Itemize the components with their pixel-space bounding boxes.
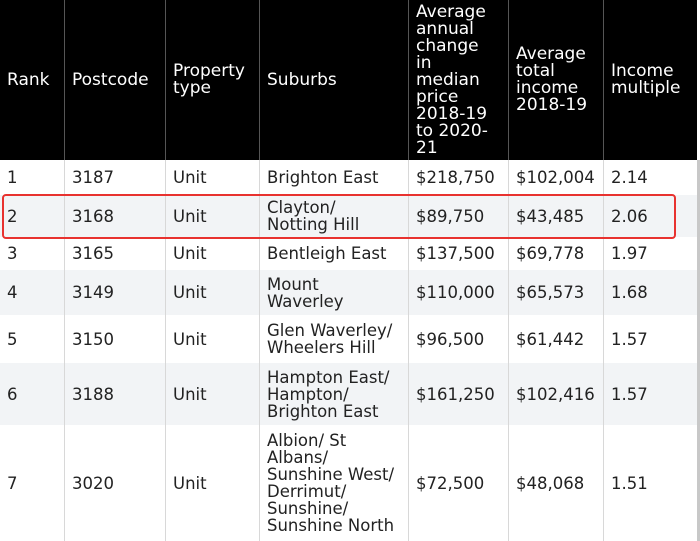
- cell-income-multiple: 2.06: [611, 206, 648, 226]
- cell-postcode: 3168: [65, 195, 166, 237]
- cell-rank: 3: [0, 237, 65, 270]
- header-postcode: Postcode: [65, 0, 166, 160]
- cell-property-type: Unit: [166, 195, 260, 237]
- cell-property-type: Unit: [166, 425, 260, 541]
- cell-suburbs: Bentleigh East: [260, 237, 409, 270]
- cell-income-multiple: 1.57: [611, 384, 648, 404]
- table-row: 2 3168 Unit Clayton/ Notting Hill $89,75…: [0, 195, 697, 237]
- cell-property-type: Unit: [166, 315, 260, 363]
- table-row: 6 3188 Unit Hampton East/ Hampton/ Brigh…: [0, 363, 697, 425]
- cell-income-multiple: 1.68: [611, 283, 648, 302]
- cell-income: $102,004: [509, 160, 604, 195]
- cell-rank: 2: [0, 195, 65, 237]
- cell-income: $43,485: [509, 195, 604, 237]
- cell-property-type: Unit: [166, 270, 260, 315]
- cell-rank: 7: [0, 425, 65, 541]
- table-row: 4 3149 Unit Mount Waverley $110,000 $65,…: [0, 270, 697, 315]
- cell-rank: 6: [0, 363, 65, 425]
- cell-suburbs: Brighton East: [260, 160, 409, 195]
- table-header-row: Rank Postcode Property type Suburbs Aver…: [0, 0, 697, 160]
- cell-suburbs: Glen Waverley/ Wheelers Hill: [260, 315, 409, 363]
- cell-rank: 4: [0, 270, 65, 315]
- cell-postcode: 3165: [65, 237, 166, 270]
- cell-property-type: Unit: [166, 237, 260, 270]
- cell-price-change: $137,500: [409, 237, 509, 270]
- cell-income: $102,416: [509, 363, 604, 425]
- cell-postcode: 3187: [65, 160, 166, 195]
- table-row: 7 3020 Unit Albion/ St Albans/ Sunshine …: [0, 425, 697, 541]
- header-average-annual-change: Average annual change in median price 20…: [409, 0, 509, 160]
- cell-suburbs: Hampton East/ Hampton/ Brighton East: [260, 363, 409, 425]
- cell-property-type: Unit: [166, 363, 260, 425]
- cell-income: $69,778: [509, 237, 604, 270]
- cell-income: $61,442: [509, 315, 604, 363]
- cell-postcode: 3149: [65, 270, 166, 315]
- cell-suburbs: Clayton/ Notting Hill: [260, 195, 409, 237]
- header-suburbs: Suburbs: [260, 0, 409, 160]
- table-row: 3 3165 Unit Bentleigh East $137,500 $69,…: [0, 237, 697, 270]
- cell-price-change: $161,250: [409, 363, 509, 425]
- cell-price-change: $110,000: [409, 270, 509, 315]
- cell-postcode: 3020: [65, 425, 166, 541]
- header-rank: Rank: [0, 0, 65, 160]
- cell-income: $65,573: [509, 270, 604, 315]
- cell-rank: 5: [0, 315, 65, 363]
- cell-income-multiple: 1.57: [611, 329, 648, 349]
- table-row: 1 3187 Unit Brighton East $218,750 $102,…: [0, 160, 697, 195]
- cell-price-change: $89,750: [409, 195, 509, 237]
- cell-income-multiple: 1.97: [611, 244, 648, 263]
- scrollbar[interactable]: [697, 160, 700, 541]
- cell-postcode: 3150: [65, 315, 166, 363]
- cell-price-change: $96,500: [409, 315, 509, 363]
- cell-rank: 1: [0, 160, 65, 195]
- cell-suburbs: Albion/ St Albans/ Sunshine West/ Derrim…: [260, 425, 409, 541]
- header-property-type: Property type: [166, 0, 260, 160]
- cell-income-multiple: 2.14: [611, 168, 648, 187]
- table-row: 5 3150 Unit Glen Waverley/ Wheelers Hill…: [0, 315, 697, 363]
- cell-price-change: $218,750: [409, 160, 509, 195]
- cell-postcode: 3188: [65, 363, 166, 425]
- cell-property-type: Unit: [166, 160, 260, 195]
- cell-price-change: $72,500: [409, 425, 509, 541]
- header-average-total-income: Average total income 2018-19: [509, 0, 604, 160]
- cell-income-multiple: 1.51: [611, 473, 648, 493]
- cell-suburbs: Mount Waverley: [260, 270, 409, 315]
- cell-income: $48,068: [509, 425, 604, 541]
- header-income-multiple: Income multiple: [611, 61, 681, 98]
